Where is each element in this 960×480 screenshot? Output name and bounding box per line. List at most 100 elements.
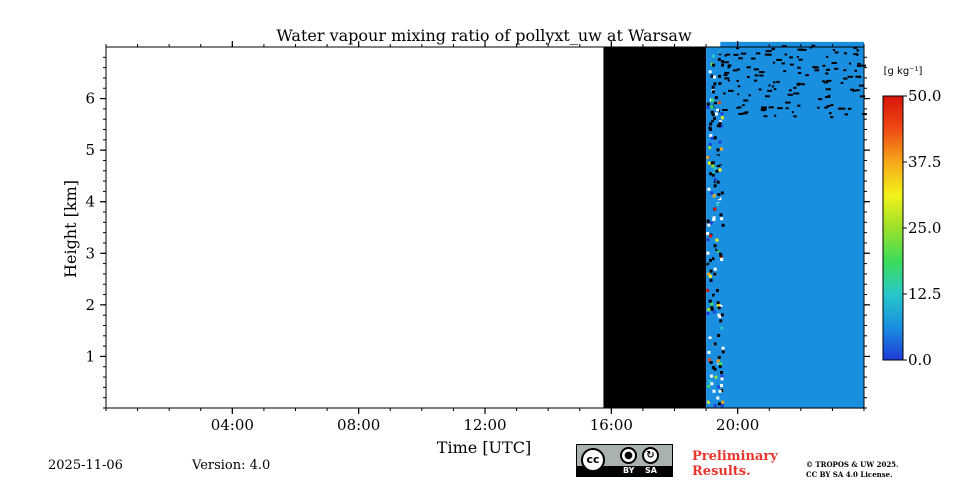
heatmap-speckle [717, 101, 721, 105]
cc-icon: cc [581, 448, 605, 472]
heatmap-noise [773, 88, 777, 91]
heatmap-speckle [709, 258, 713, 262]
heatmap-speckle [717, 334, 721, 338]
heatmap-speckle [720, 112, 724, 116]
colorbar-tick-label: 37.5 [908, 153, 941, 171]
heatmap-speckle [711, 171, 715, 175]
heatmap-noise [832, 49, 836, 52]
heatmap-band [720, 191, 864, 198]
heatmap-speckle [708, 143, 712, 147]
heatmap-noise [742, 104, 745, 107]
heatmap-speckle [719, 124, 723, 128]
heatmap-speckle [720, 302, 724, 306]
heatmap-speckle [720, 370, 724, 374]
heatmap-speckle [719, 319, 723, 323]
heatmap-band [720, 237, 864, 244]
heatmap-band [720, 299, 864, 306]
heatmap-speckle [716, 235, 720, 239]
heatmap-noise [741, 112, 747, 115]
heatmap-speckle [714, 338, 718, 342]
heatmap-noise [824, 106, 829, 109]
heatmap-speckle [713, 404, 717, 408]
heatmap-speckle [719, 384, 723, 388]
heatmap-band [720, 377, 864, 383]
heatmap-speckle [710, 74, 714, 78]
y-tick-label: 4 [85, 193, 95, 211]
heatmap-noise [736, 106, 740, 109]
heatmap-speckle [715, 238, 719, 242]
heatmap-speckle [714, 375, 718, 379]
heatmap-speckle [715, 169, 719, 173]
heatmap-speckle [711, 77, 715, 81]
heatmap-band [720, 206, 864, 213]
heatmap-speckle [720, 164, 724, 168]
heatmap-speckle [716, 301, 720, 305]
heatmap-speckle [714, 263, 718, 267]
heatmap-band [720, 351, 864, 358]
heatmap-noise [828, 112, 832, 115]
heatmap-speckle [710, 302, 714, 306]
heatmap-band [720, 139, 864, 146]
heatmap-band [720, 72, 864, 79]
heatmap-speckle [717, 264, 721, 268]
heatmap-speckle [715, 288, 719, 292]
heatmap-speckle [720, 326, 724, 330]
heatmap-noise [847, 75, 854, 78]
cc-license-badge[interactable]: cc ● ↻ BY SA [576, 444, 673, 477]
heatmap-noise [744, 111, 749, 114]
heatmap-band [720, 196, 864, 203]
heatmap-speckle [713, 207, 717, 211]
heatmap-speckle [706, 312, 710, 316]
heatmap-speckle [719, 249, 723, 253]
heatmap-speckle [709, 122, 713, 126]
heatmap-speckle [709, 221, 713, 225]
heatmap-speckle [707, 223, 711, 227]
heatmap-noise [743, 99, 749, 102]
heatmap-speckle [720, 257, 724, 261]
heatmap-noise [736, 47, 740, 50]
heatmap-noise [823, 81, 829, 84]
heatmap-speckle [720, 109, 724, 113]
colorbar: [g kg⁻¹] 0.0 12.5 25.0 37.5 50.0 [882, 66, 941, 369]
heatmap-noise [777, 107, 783, 110]
heatmap-noise [789, 63, 794, 66]
heatmap-speckle [706, 251, 710, 255]
heatmap-noise [768, 106, 774, 109]
heatmap-noise [755, 52, 761, 55]
heatmap-speckle [720, 217, 724, 221]
heatmap-band [720, 217, 864, 223]
heatmap-noise [797, 72, 802, 75]
heatmap-speckle [716, 148, 720, 152]
heatmap-noise [753, 79, 758, 82]
heatmap-speckle [713, 367, 717, 371]
y-tick-label: 2 [85, 296, 95, 314]
heatmap-speckle [709, 234, 713, 238]
heatmap-speckle [707, 384, 711, 388]
heatmap-band [720, 330, 864, 337]
region-no-signal [603, 47, 707, 408]
heatmap-noise [758, 71, 765, 74]
heatmap-speckle [720, 389, 724, 393]
heatmap-noise [754, 74, 759, 77]
heatmap-speckle [721, 346, 725, 350]
heatmap-speckle [713, 272, 717, 276]
heatmap-speckle [718, 82, 722, 86]
heatmap-speckle [716, 164, 720, 168]
heatmap-speckle [714, 256, 718, 260]
heatmap-speckle [711, 85, 715, 89]
heatmap-band [720, 155, 864, 162]
heatmap-noise [852, 89, 856, 92]
colorbar-gradient [882, 95, 904, 361]
heatmap-noise [733, 53, 739, 56]
heatmap-speckle [711, 113, 715, 117]
heatmap-speckle [720, 313, 724, 317]
heatmap-noise [821, 80, 826, 83]
heatmap-noise [723, 61, 729, 64]
heatmap-noise [825, 72, 829, 75]
heatmap-speckle [717, 65, 721, 69]
heatmap-noise [840, 81, 844, 84]
heatmap-noise [787, 93, 793, 96]
heatmap-speckle [720, 377, 724, 381]
heatmap-speckle [712, 116, 716, 120]
heatmap-speckle [716, 396, 720, 400]
